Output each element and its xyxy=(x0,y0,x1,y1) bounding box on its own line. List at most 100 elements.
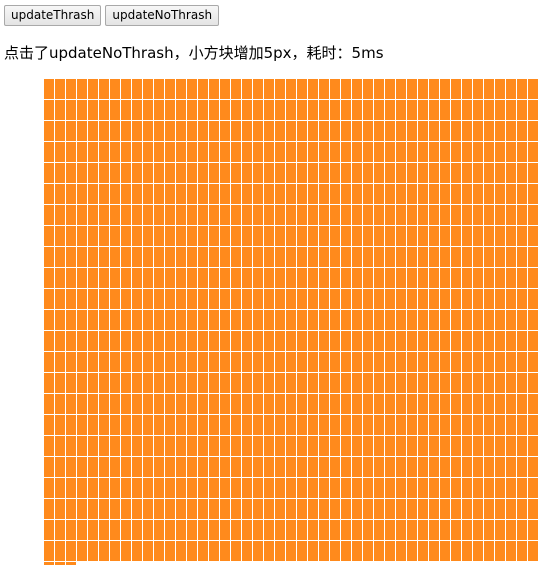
orange-tile xyxy=(528,499,538,519)
orange-tile xyxy=(264,478,274,498)
orange-tile xyxy=(110,436,120,456)
orange-tile xyxy=(187,163,197,183)
orange-tile xyxy=(352,289,362,309)
orange-tile xyxy=(319,331,329,351)
orange-tile xyxy=(275,289,285,309)
orange-tile xyxy=(143,331,153,351)
orange-tile xyxy=(132,394,142,414)
orange-tile xyxy=(99,352,109,372)
orange-tile xyxy=(275,142,285,162)
orange-tile xyxy=(363,436,373,456)
orange-tile xyxy=(473,121,483,141)
orange-tile xyxy=(209,331,219,351)
orange-tile xyxy=(495,79,505,99)
orange-tile xyxy=(330,79,340,99)
orange-tile xyxy=(517,541,527,561)
orange-tile xyxy=(154,205,164,225)
orange-tile xyxy=(209,520,219,540)
orange-tile xyxy=(462,499,472,519)
orange-tile xyxy=(132,310,142,330)
orange-tile xyxy=(429,121,439,141)
orange-tile xyxy=(451,289,461,309)
orange-tile xyxy=(429,100,439,120)
orange-tile xyxy=(418,163,428,183)
orange-tile xyxy=(429,415,439,435)
orange-tile xyxy=(407,163,417,183)
orange-tile xyxy=(165,310,175,330)
orange-tile xyxy=(44,562,54,565)
orange-tile xyxy=(319,541,329,561)
orange-tile xyxy=(143,310,153,330)
orange-tile xyxy=(110,310,120,330)
orange-tile xyxy=(132,352,142,372)
orange-tile xyxy=(484,163,494,183)
update-no-thrash-button[interactable]: updateNoThrash xyxy=(105,5,220,26)
orange-tile xyxy=(187,394,197,414)
orange-tile xyxy=(517,499,527,519)
orange-tile xyxy=(242,499,252,519)
orange-tile xyxy=(220,352,230,372)
orange-tile xyxy=(143,415,153,435)
orange-tile xyxy=(187,499,197,519)
orange-tile xyxy=(517,268,527,288)
orange-tile xyxy=(308,499,318,519)
orange-tile xyxy=(88,121,98,141)
orange-tile xyxy=(275,373,285,393)
orange-tile xyxy=(462,373,472,393)
orange-tile xyxy=(407,415,417,435)
orange-tile xyxy=(132,268,142,288)
orange-tile xyxy=(385,142,395,162)
orange-tile xyxy=(495,310,505,330)
orange-tile xyxy=(528,142,538,162)
orange-tile xyxy=(297,394,307,414)
orange-tile xyxy=(198,226,208,246)
orange-tile xyxy=(275,478,285,498)
orange-tile xyxy=(132,520,142,540)
orange-tile xyxy=(319,163,329,183)
orange-tile xyxy=(198,415,208,435)
orange-tile xyxy=(528,100,538,120)
orange-tile xyxy=(385,541,395,561)
orange-tile xyxy=(495,541,505,561)
orange-tile xyxy=(473,415,483,435)
orange-tile xyxy=(308,205,318,225)
orange-tile xyxy=(319,289,329,309)
orange-tile xyxy=(484,247,494,267)
orange-tile xyxy=(242,121,252,141)
orange-tile xyxy=(319,205,329,225)
orange-tile xyxy=(99,457,109,477)
orange-tile xyxy=(220,373,230,393)
orange-tile xyxy=(187,268,197,288)
orange-tile xyxy=(66,79,76,99)
update-thrash-button[interactable]: updateThrash xyxy=(4,5,102,26)
orange-tile xyxy=(506,331,516,351)
orange-tile xyxy=(308,520,318,540)
orange-tile xyxy=(374,289,384,309)
orange-tile xyxy=(88,499,98,519)
orange-tile xyxy=(297,541,307,561)
orange-tile xyxy=(286,310,296,330)
orange-tile xyxy=(330,184,340,204)
orange-tile xyxy=(462,226,472,246)
orange-tile xyxy=(330,289,340,309)
orange-tile xyxy=(297,289,307,309)
orange-tile xyxy=(253,352,263,372)
orange-tile xyxy=(462,184,472,204)
orange-tile xyxy=(330,268,340,288)
orange-tile xyxy=(77,268,87,288)
orange-tile xyxy=(484,79,494,99)
orange-tile xyxy=(44,163,54,183)
orange-tile xyxy=(407,478,417,498)
orange-tile xyxy=(110,289,120,309)
orange-tile xyxy=(440,457,450,477)
orange-tile xyxy=(176,121,186,141)
orange-tile xyxy=(66,541,76,561)
orange-tile xyxy=(286,289,296,309)
orange-tile xyxy=(121,394,131,414)
orange-tile xyxy=(77,142,87,162)
orange-tile xyxy=(451,499,461,519)
orange-tile xyxy=(374,331,384,351)
orange-tile xyxy=(176,394,186,414)
orange-tile xyxy=(396,289,406,309)
orange-tile xyxy=(484,142,494,162)
